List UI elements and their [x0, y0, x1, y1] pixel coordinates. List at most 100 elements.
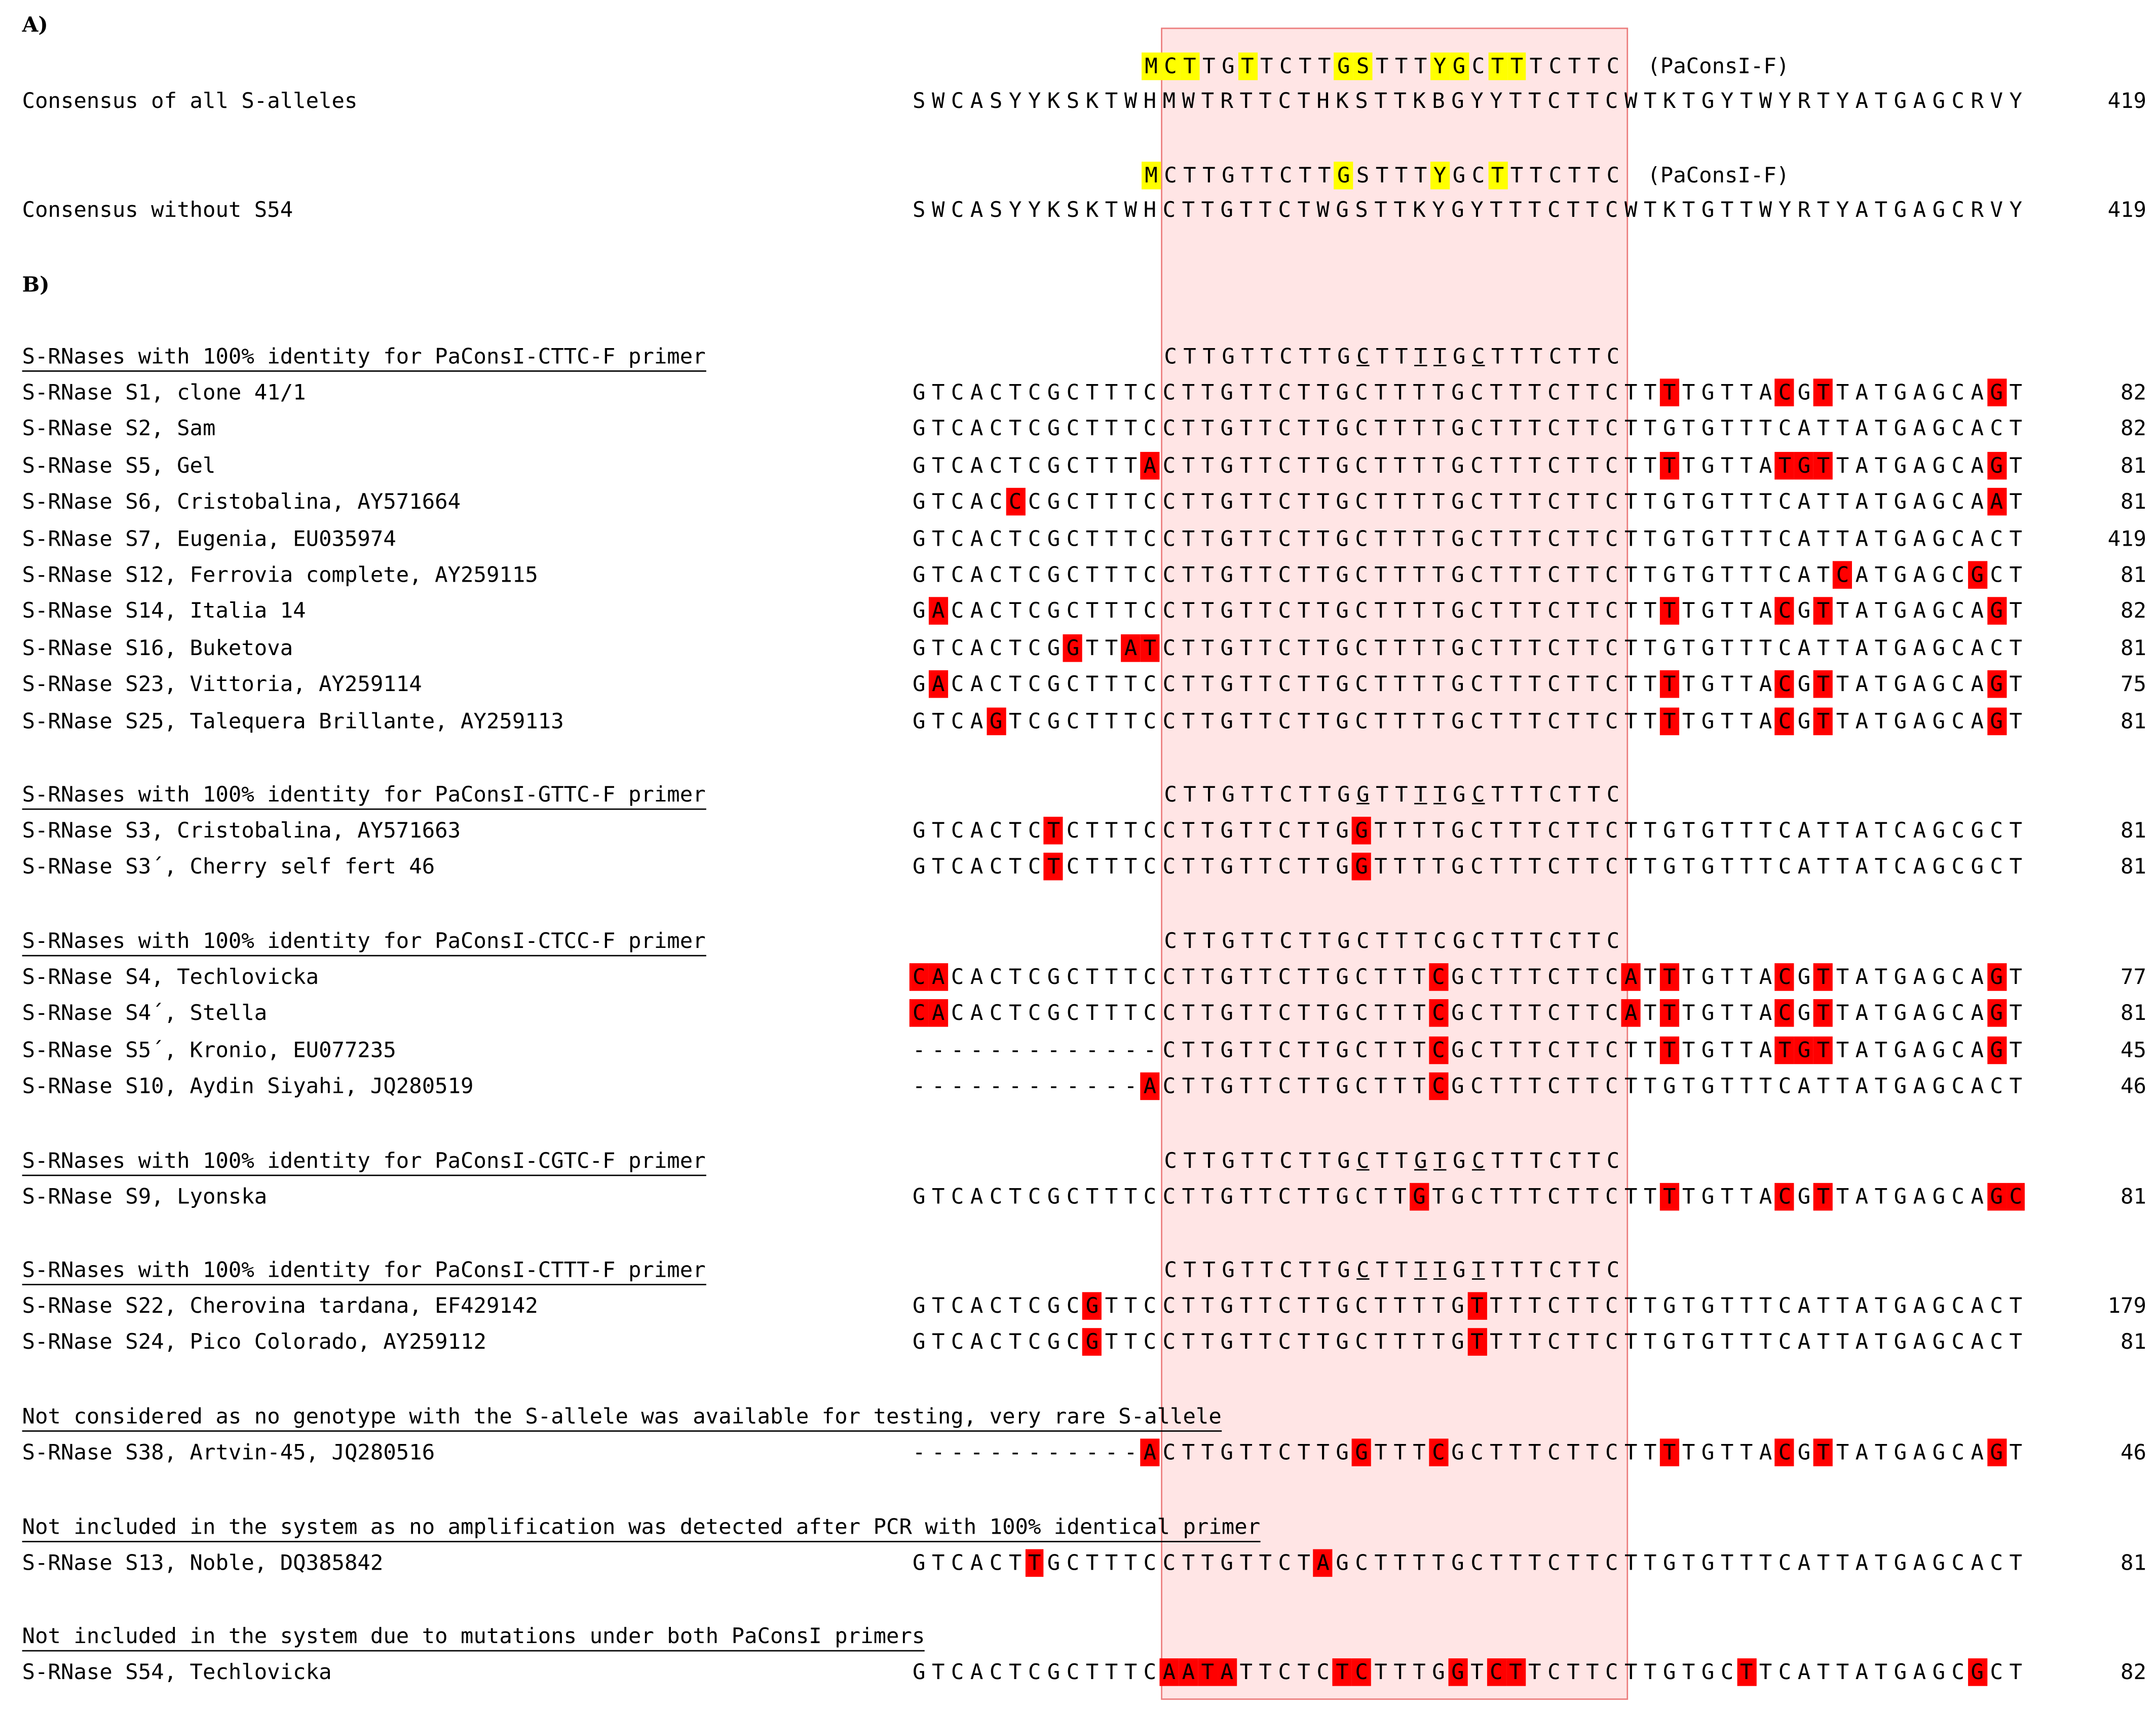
- nucleotide: T: [1318, 1258, 1331, 1283]
- nucleotide: T: [1316, 635, 1330, 661]
- nucleotide: T: [1182, 198, 1195, 223]
- nucleotide: A: [1313, 1549, 1333, 1577]
- nucleotide: T: [1105, 489, 1118, 515]
- nucleotide: C: [1143, 818, 1157, 843]
- nucleotide: A: [1621, 963, 1641, 991]
- nucleotide: T: [1182, 1184, 1195, 1209]
- nucleotide: T: [1568, 54, 1581, 79]
- nucleotide: T: [1124, 453, 1138, 478]
- nucleotide: T: [1817, 526, 1830, 551]
- nucleotide: T: [1432, 1330, 1445, 1355]
- nucleotide: T: [1395, 928, 1408, 954]
- nucleotide: T: [1659, 597, 1679, 625]
- nucleotide: T: [1528, 453, 1541, 478]
- nucleotide: C: [1162, 1550, 1176, 1576]
- nucleotide: T: [1237, 52, 1257, 81]
- nucleotide: A: [970, 1294, 984, 1319]
- nucleotide: C: [1605, 818, 1618, 843]
- nucleotide: G: [912, 562, 926, 588]
- nucleotide: A: [970, 380, 984, 405]
- nucleotide: A: [1971, 672, 1984, 697]
- nucleotide: A: [1913, 1659, 1926, 1685]
- nucleotide: T: [1299, 344, 1312, 369]
- nucleotide: T: [1124, 708, 1138, 734]
- nucleotide: A: [1759, 708, 1772, 734]
- nucleotide: T: [1297, 1330, 1310, 1355]
- nucleotide: T: [1490, 1001, 1503, 1026]
- nucleotide: T: [1414, 928, 1427, 954]
- nucleotide: T: [1299, 928, 1312, 954]
- nucleotide: T: [1432, 672, 1445, 697]
- nucleotide: T: [1297, 88, 1310, 113]
- nucleotide: T: [1376, 1148, 1389, 1173]
- nucleotide: G: [1047, 489, 1061, 515]
- nucleotide: T: [1008, 672, 1022, 697]
- sequence-position-number: 81: [2121, 708, 2146, 734]
- nucleotide: T: [1586, 818, 1599, 843]
- nucleotide: T: [1259, 453, 1272, 478]
- nucleotide: -: [1085, 1074, 1099, 1099]
- nucleotide: G: [1082, 1292, 1102, 1320]
- nucleotide: T: [1433, 782, 1447, 807]
- nucleotide: -: [1008, 1074, 1022, 1099]
- nucleotide: T: [1682, 854, 1695, 880]
- nucleotide: W: [1182, 88, 1195, 113]
- nucleotide: T: [1836, 1001, 1849, 1026]
- nucleotide: C: [1470, 854, 1484, 880]
- nucleotide: A: [1971, 708, 1984, 734]
- nucleotide: T: [2009, 1037, 2022, 1062]
- nucleotide: C: [1143, 599, 1157, 624]
- nucleotide: S: [1066, 88, 1080, 113]
- nucleotide: T: [1643, 562, 1657, 588]
- nucleotide: T: [1567, 854, 1580, 880]
- nucleotide: T: [1413, 526, 1426, 551]
- nucleotide: T: [1509, 1184, 1522, 1209]
- nucleotide: -: [1028, 1037, 1041, 1062]
- nucleotide: G: [1932, 1001, 1946, 1026]
- nucleotide: A: [1913, 1440, 1926, 1465]
- sequence-position-number: 46: [2121, 1440, 2146, 1465]
- group-title-text: S-RNases with 100% identity for PaConsI-…: [22, 1258, 706, 1285]
- nucleotide: C: [1951, 416, 1965, 442]
- nucleotide: C: [1278, 1074, 1291, 1099]
- nucleotide: T: [1490, 453, 1503, 478]
- nucleotide: T: [1817, 198, 1830, 223]
- nucleotide: G: [1701, 1659, 1715, 1685]
- nucleotide: C: [951, 416, 964, 442]
- nucleotide: T: [1836, 1184, 1849, 1209]
- allele-label: S-RNase S4´, Stella: [22, 1001, 268, 1026]
- nucleotide: T: [1817, 88, 1830, 113]
- nucleotide: C: [1951, 672, 1965, 697]
- nucleotide: T: [1318, 344, 1331, 369]
- nucleotide: T: [1316, 708, 1330, 734]
- nucleotide: G: [1451, 1001, 1464, 1026]
- nucleotide: C: [989, 453, 1003, 478]
- nucleotide: A: [928, 963, 948, 991]
- nucleotide: T: [1239, 526, 1253, 551]
- nucleotide: T: [1509, 635, 1522, 661]
- nucleotide: T: [1239, 1037, 1253, 1062]
- nucleotide: -: [1143, 1037, 1157, 1062]
- nucleotide: C: [1775, 1438, 1795, 1466]
- nucleotide: G: [1701, 1550, 1715, 1576]
- nucleotide: G: [1894, 635, 1907, 661]
- nucleotide: T: [1374, 1074, 1387, 1099]
- nucleotide: -: [951, 1440, 964, 1465]
- nucleotide: T: [1316, 416, 1330, 442]
- nucleotide: T: [1813, 707, 1833, 735]
- nucleotide: T: [1874, 1001, 1888, 1026]
- nucleotide: T: [1568, 1148, 1581, 1173]
- nucleotide: S: [912, 88, 926, 113]
- nucleotide: G: [1894, 380, 1907, 405]
- nucleotide: C: [1547, 1001, 1561, 1026]
- nucleotide: C: [1605, 453, 1618, 478]
- nucleotide: C: [1278, 526, 1291, 551]
- nucleotide: C: [1548, 163, 1562, 188]
- nucleotide: G: [1932, 526, 1946, 551]
- nucleotide: A: [1971, 1294, 1984, 1319]
- nucleotide: T: [1817, 635, 1830, 661]
- nucleotide: G: [1336, 1440, 1349, 1465]
- nucleotide: C: [951, 562, 964, 588]
